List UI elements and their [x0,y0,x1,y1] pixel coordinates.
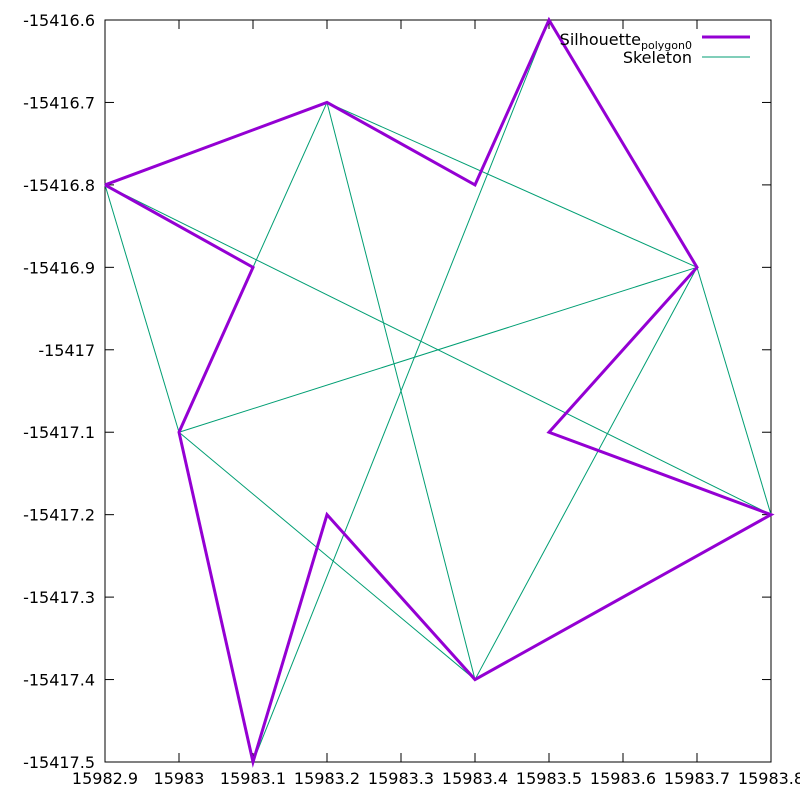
x-axis: 15982.9 15983 15983.1 15983.2 15983.3 15983.4… [72,20,800,788]
legend-label-silhouette: Silhouettepolygon0 [560,30,692,52]
x-tick-label: 15983 [154,769,205,788]
x-tick-label: 15983.2 [294,769,360,788]
y-tick-label: -15416.8 [23,176,95,195]
x-tick-label: 15983.8 [738,769,800,788]
y-tick-label: -15417.2 [23,506,95,525]
x-tick-label: 15982.9 [72,769,138,788]
skeleton-segment [178,431,476,680]
plot-frame [104,19,772,763]
skeleton-segment [104,184,180,433]
y-tick-label: -15417 [38,341,95,360]
y-tick-label: -15417.3 [23,588,95,607]
skeleton-segment [252,19,550,763]
skeleton-segment [474,267,698,680]
y-tick-label: -15417.1 [23,423,95,442]
x-tick-label: 15983.3 [368,769,434,788]
x-tick-label: 15983.7 [664,769,730,788]
silhouette-series [104,16,775,768]
skeleton-segment [326,101,698,268]
y-tick-label: -15417.5 [23,753,95,772]
skeleton-series [104,19,772,763]
skeleton-segment [104,184,772,516]
x-tick-label: 15983.4 [442,769,508,788]
legend: Silhouettepolygon0 Skeleton [560,30,750,67]
y-tick-label: -15417.4 [23,671,95,690]
plot-border [104,19,772,763]
y-tick-label: -15416.9 [23,258,95,277]
x-tick-label: 15983.6 [590,769,656,788]
y-axis: -15416.6 -15416.7 -15416.8 -15416.9 -15417 -1… [23,11,771,772]
legend-label-skeleton: Skeleton [623,48,692,67]
silhouette-line [104,16,775,768]
x-tick-label: 15983.1 [220,769,286,788]
skeleton-segment [696,267,772,515]
x-tick-label: 15983.5 [516,769,582,788]
y-tick-label: -15416.7 [23,93,95,112]
y-tick-label: -15416.6 [23,11,95,30]
